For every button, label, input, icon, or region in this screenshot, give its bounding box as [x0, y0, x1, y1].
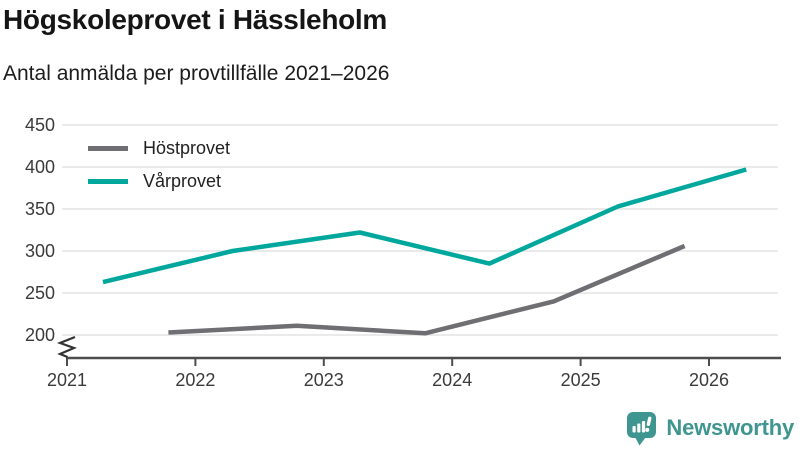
y-axis-labels: 200 250 300 350 400 450 [25, 115, 55, 345]
chart-title: Högskoleprovet i Hässleholm [3, 4, 388, 35]
newsworthy-wordmark: Newsworthy [666, 415, 794, 440]
svg-text:250: 250 [25, 283, 55, 303]
legend-item-varprovet: Vårprovet [88, 169, 230, 193]
svg-text:2023: 2023 [304, 370, 344, 390]
newsworthy-logo: Newsworthy [625, 410, 794, 446]
legend-item-hostprovet: Höstprovet [88, 136, 230, 160]
svg-text:450: 450 [25, 115, 55, 135]
legend-label-varprovet: Vårprovet [143, 171, 222, 191]
legend-swatch-hostprovet [88, 145, 128, 151]
chart-legend: Höstprovet Vårprovet [88, 136, 230, 193]
series-lines [102, 167, 747, 336]
svg-text:2026: 2026 [689, 370, 729, 390]
svg-text:2024: 2024 [432, 370, 472, 390]
newsworthy-bubble-chart-icon [627, 412, 657, 446]
x-axis [66, 356, 781, 366]
svg-text:400: 400 [25, 157, 55, 177]
chart-subtitle: Antal anmälda per provtillfälle 2021–202… [3, 62, 390, 85]
svg-text:350: 350 [25, 199, 55, 219]
legend-swatch-varprovet [88, 178, 128, 184]
svg-text:300: 300 [25, 241, 55, 261]
axis-break-squiggle-icon [56, 335, 78, 359]
svg-text:2021: 2021 [47, 370, 87, 390]
svg-text:2025: 2025 [561, 370, 601, 390]
legend-label-hostprovet: Höstprovet [143, 138, 231, 158]
svg-text:2022: 2022 [175, 370, 215, 390]
svg-text:200: 200 [25, 325, 55, 345]
x-axis-labels: 2021 2022 2023 2024 2025 2026 [47, 370, 729, 390]
